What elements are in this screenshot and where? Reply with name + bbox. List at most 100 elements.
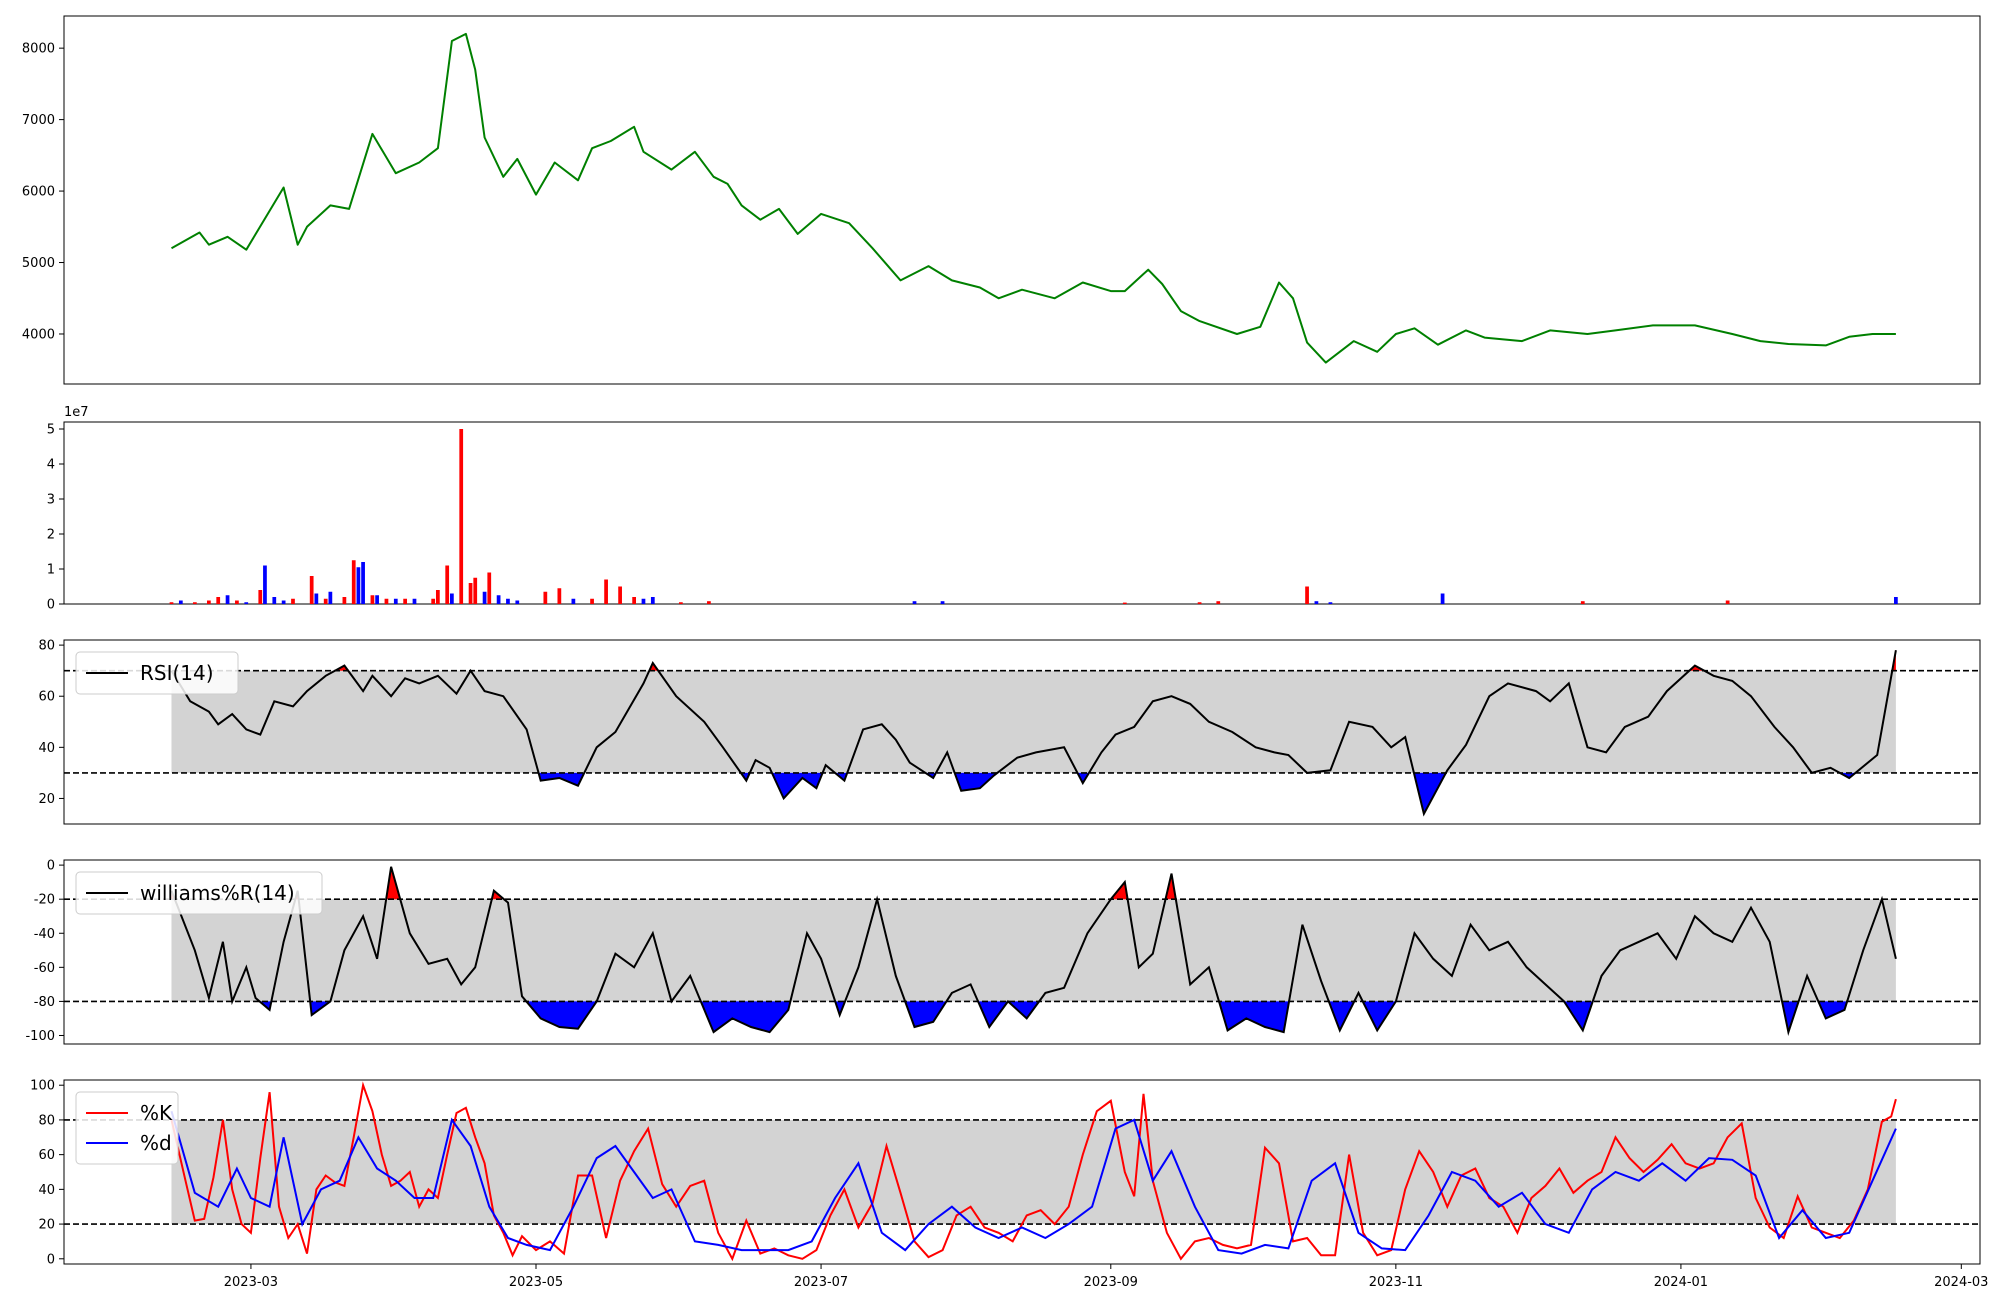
stochastic-panel-ytick-label: 80 bbox=[38, 1113, 55, 1128]
volume-bar bbox=[281, 600, 286, 604]
x-axis-tick-label: 2023-07 bbox=[794, 1275, 848, 1290]
stochastic-panel-legend-label: %d bbox=[140, 1131, 172, 1155]
stochastic-k-line bbox=[170, 1081, 1897, 1262]
rsi-panel-ytick-label: 40 bbox=[38, 741, 55, 756]
volume-panel-ytick-label: 5 bbox=[47, 423, 55, 438]
volume-bar bbox=[482, 591, 487, 604]
williams-panel-ytick-label: -60 bbox=[34, 961, 55, 976]
volume-bar bbox=[356, 567, 361, 604]
williams-panel-frame bbox=[63, 859, 1981, 1045]
volume-bar bbox=[618, 586, 622, 604]
volume-bar bbox=[375, 595, 379, 604]
volume-bar bbox=[169, 602, 174, 604]
x-axis-tick-label: 2023-05 bbox=[509, 1275, 563, 1290]
volume-bar bbox=[632, 597, 636, 604]
williams-oversold-fill bbox=[1818, 1001, 1848, 1019]
volume-panel-frame bbox=[63, 421, 1981, 605]
volume-bar bbox=[178, 600, 183, 604]
rsi-panel-ytick-label: 60 bbox=[38, 690, 55, 705]
volume-bar bbox=[258, 590, 263, 604]
stochastic-panel-ytick-label: 40 bbox=[38, 1183, 55, 1198]
volume-bar bbox=[604, 579, 608, 604]
williams-panel-ytick-label: -20 bbox=[34, 893, 55, 908]
volume-bar bbox=[412, 598, 417, 604]
williams-oversold-fill bbox=[1564, 1001, 1593, 1031]
volume-panel-ytick-label: 3 bbox=[47, 493, 55, 508]
volume-bar bbox=[1894, 597, 1898, 604]
volume-bar bbox=[557, 588, 562, 604]
volume-bar bbox=[235, 600, 239, 604]
williams-oversold-fill bbox=[526, 1001, 597, 1029]
williams-panel-ytick-label: -40 bbox=[34, 927, 55, 942]
volume-panel-ytick-label: 0 bbox=[47, 598, 55, 613]
volume-panel-ytick-label: 1 bbox=[47, 563, 55, 578]
volume-bar bbox=[328, 591, 333, 604]
volume-bar bbox=[1328, 602, 1333, 604]
volume-bar bbox=[543, 591, 548, 604]
rsi-panel-band bbox=[171, 670, 1896, 773]
williams-overbought-fill bbox=[386, 866, 401, 900]
stochastic-panel-ytick-label: 0 bbox=[47, 1252, 55, 1267]
rsi-panel-ytick-label: 80 bbox=[38, 639, 55, 654]
volume-bar bbox=[403, 598, 408, 604]
x-axis-tick-label: 2023-11 bbox=[1369, 1275, 1423, 1290]
volume-bar bbox=[393, 598, 398, 604]
stochastic-panel-ytick-label: 100 bbox=[30, 1079, 55, 1094]
volume-bar bbox=[435, 590, 440, 604]
volume-bar bbox=[1197, 602, 1202, 604]
rsi-panel-legend-label: RSI(14) bbox=[140, 661, 214, 685]
price-panel-ytick-label: 6000 bbox=[22, 185, 55, 200]
stochastic-panel-ytick-label: 20 bbox=[38, 1218, 55, 1233]
volume-bar bbox=[571, 598, 576, 604]
volume-bar bbox=[445, 565, 450, 604]
volume-bar bbox=[487, 572, 492, 604]
volume-bar bbox=[192, 602, 197, 604]
volume-bar bbox=[263, 565, 267, 604]
rsi-panel-frame bbox=[63, 639, 1981, 825]
williams-overbought-fill bbox=[1165, 873, 1176, 900]
volume-bar bbox=[206, 600, 211, 604]
x-axis-tick-label: 2023-03 bbox=[224, 1275, 278, 1290]
volume-bar bbox=[515, 600, 520, 604]
volume-bar bbox=[370, 595, 375, 604]
chart-panels: 400050006000700080000123451e720406080RSI… bbox=[22, 15, 1988, 1290]
volume-bar bbox=[940, 601, 945, 604]
stochastic-panel-legend-box bbox=[75, 1091, 179, 1165]
williams-series-line bbox=[170, 866, 1897, 1036]
volume-bar bbox=[590, 598, 594, 604]
volume-bar bbox=[1122, 602, 1127, 604]
volume-bar bbox=[216, 597, 221, 604]
williams-panel-band bbox=[171, 899, 1896, 1002]
williams-oversold-fill bbox=[978, 1001, 1008, 1027]
rsi-oversold-fill bbox=[772, 772, 823, 799]
williams-panel-ytick-label: -100 bbox=[25, 1029, 55, 1044]
volume-bar bbox=[650, 597, 655, 604]
price-series-line bbox=[171, 32, 1896, 364]
volume-bar bbox=[1440, 593, 1445, 604]
volume-bar bbox=[384, 598, 389, 604]
price-panel-frame bbox=[63, 15, 1981, 385]
stochastic-panel-ytick-label: 60 bbox=[38, 1148, 55, 1163]
volume-bar bbox=[1305, 586, 1309, 604]
williams-oversold-fill bbox=[1328, 1001, 1355, 1031]
x-axis-tick-label: 2023-09 bbox=[1084, 1275, 1138, 1290]
volume-bar bbox=[707, 601, 711, 604]
volume-bar bbox=[309, 576, 314, 604]
rsi-oversold-fill bbox=[954, 772, 998, 791]
volume-bar bbox=[314, 593, 319, 604]
volume-bar bbox=[641, 598, 646, 604]
price-panel-ytick-label: 7000 bbox=[22, 113, 55, 128]
price-panel-ytick-label: 5000 bbox=[22, 256, 55, 271]
volume-bar bbox=[225, 595, 230, 604]
stochastic-panel-band bbox=[171, 1119, 1896, 1225]
stochastic-d-line bbox=[170, 1110, 1897, 1255]
volume-bar bbox=[678, 602, 683, 604]
volume-bar bbox=[1725, 600, 1730, 604]
volume-bar bbox=[351, 560, 356, 604]
williams-panel-legend-box bbox=[75, 871, 323, 915]
williams-oversold-fill bbox=[1008, 1001, 1040, 1019]
williams-oversold-fill bbox=[1782, 1001, 1799, 1033]
volume-panel-ytick-label: 4 bbox=[47, 458, 55, 473]
volume-bar bbox=[291, 598, 295, 604]
